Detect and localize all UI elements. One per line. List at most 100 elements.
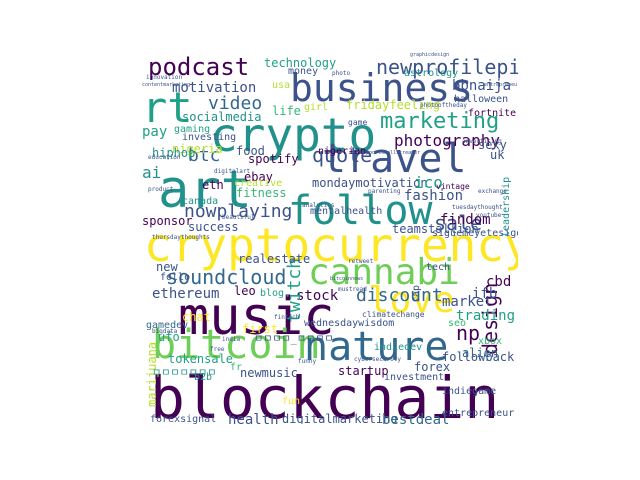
word-nature: nature bbox=[304, 324, 449, 370]
word-teamstallion: teamstallion bbox=[392, 222, 479, 236]
word-spotify: spotify bbox=[248, 152, 299, 166]
word-leadership: leadership bbox=[501, 176, 512, 237]
word-digitalart: digitalart bbox=[214, 168, 251, 175]
word-cannabis: cannabi bbox=[308, 252, 460, 293]
word-newmusic: newmusic bbox=[240, 366, 298, 380]
word-india: india bbox=[222, 336, 241, 343]
word-np: np bbox=[456, 321, 481, 345]
word-newprofilepic: newprofilepic bbox=[376, 55, 518, 79]
word-cbd: cbd bbox=[486, 274, 512, 290]
word-entrepreneurship: entrepreneurship bbox=[484, 82, 518, 88]
word-health: health bbox=[228, 412, 279, 424]
word-blog: blog bbox=[260, 288, 285, 299]
word-mentalhealth: mentalhealth bbox=[310, 206, 383, 217]
word-pay: pay bbox=[142, 124, 168, 140]
word-usa: usa bbox=[272, 80, 291, 91]
word-gaming: gaming bbox=[174, 124, 211, 135]
word-advertising: advertising bbox=[462, 138, 502, 145]
word-leo: leo bbox=[234, 284, 256, 298]
word-photo: photo bbox=[332, 70, 351, 77]
word-love: love bbox=[368, 280, 455, 321]
word-canada: canada bbox=[182, 196, 219, 207]
word-fortnite: fortnite bbox=[468, 108, 517, 119]
word-thursdaythoughts: thursdaythoughts bbox=[152, 234, 210, 241]
word-forex: forex bbox=[414, 360, 451, 374]
word-entrepreneur: entrepreneur bbox=[442, 408, 515, 419]
word-ethereum: ethereum bbox=[152, 286, 220, 302]
word-investment: investment bbox=[384, 372, 445, 383]
word-blockchain: blockchain bbox=[150, 364, 500, 424]
word-bitcoin: bitcoin bbox=[152, 322, 321, 368]
word-girl: girl bbox=[304, 102, 329, 113]
word-follo: follo bbox=[160, 272, 191, 283]
word-fintech: fintech bbox=[274, 314, 300, 321]
word-astrology: astrology bbox=[404, 68, 459, 79]
word-fun: fun bbox=[282, 396, 301, 407]
word-cybersecurity: cybersecurity bbox=[354, 356, 401, 363]
word-xbox: xbox bbox=[478, 336, 503, 347]
word-mondaymotivation: mondaymotivation bbox=[312, 176, 428, 190]
word-indiegame: indiegame bbox=[442, 386, 497, 397]
word-mustread: mustread bbox=[338, 286, 367, 293]
word-ufo: ufo bbox=[158, 330, 180, 344]
word-bigdata: bigdata bbox=[152, 328, 178, 335]
word-chat: chat bbox=[182, 310, 211, 324]
word-realestate: realestate bbox=[238, 252, 311, 266]
word-youtube: youtube bbox=[476, 212, 502, 219]
word-discount: discount bbox=[356, 285, 443, 306]
word-money: money bbox=[288, 66, 319, 77]
word-investing: investing bbox=[182, 132, 237, 143]
word-market: market bbox=[442, 294, 493, 310]
word-startup: startup bbox=[338, 364, 389, 378]
word-b2b: b2b bbox=[194, 372, 213, 383]
word-life: life bbox=[272, 104, 301, 118]
word-cloud: blockchain cryptocurrency music crypto art fo… bbox=[142, 47, 518, 424]
word-fridayfeeling: fridayfeeling bbox=[346, 98, 440, 112]
word-success: success bbox=[188, 220, 239, 234]
word-sponsor: sponsor bbox=[142, 214, 193, 228]
word-follow: follow bbox=[288, 188, 433, 234]
word-nigerian: nigerian bbox=[318, 146, 367, 157]
word-followback: followback bbox=[442, 350, 515, 364]
word-tokensale: tokensale bbox=[168, 352, 234, 366]
word-music: music bbox=[178, 287, 335, 347]
word-ebay: ebay bbox=[244, 170, 273, 184]
word-bbnaija: bbnaija bbox=[452, 78, 512, 94]
word-creative: creative bbox=[234, 178, 283, 189]
word-crypto: crypto bbox=[210, 108, 377, 162]
word-stock: stock bbox=[296, 288, 339, 304]
word-indiedev: indiedev bbox=[374, 342, 423, 353]
word-rt: rt bbox=[142, 83, 193, 132]
word-innovation: innovation bbox=[146, 74, 183, 81]
word-climatechange: climatechange bbox=[362, 310, 425, 319]
word-retweet: retweet bbox=[348, 258, 374, 265]
word-supportsmallstreamer: supportsmallstreamer bbox=[360, 150, 421, 156]
word-nowplaying: nowplaying bbox=[184, 201, 293, 222]
word-parenting: parenting bbox=[368, 188, 401, 195]
word-art: art bbox=[158, 160, 252, 220]
word-findom: findom bbox=[440, 212, 491, 228]
word-travel: travel bbox=[322, 136, 467, 182]
word-product: product bbox=[148, 186, 174, 193]
word-podcast: podcast bbox=[148, 53, 250, 81]
word-sale: sale bbox=[434, 211, 483, 235]
word-ai: ai bbox=[142, 163, 162, 182]
word-new: new bbox=[156, 260, 178, 274]
word-soundcloud: soundcloud bbox=[166, 265, 287, 289]
word-bitcoinnews: bitcoinnews bbox=[330, 276, 364, 282]
word-nigeria: nigeria bbox=[172, 142, 223, 156]
word-education: education bbox=[148, 154, 181, 161]
word-ifb: ifb bbox=[472, 286, 498, 302]
word-rap: rap bbox=[411, 284, 422, 303]
word-eth: eth bbox=[202, 178, 224, 192]
word-beautiful: beautiful bbox=[222, 214, 255, 221]
word-halloween: halloween bbox=[454, 94, 509, 105]
word-tuesdaythought: tuesdaythought bbox=[452, 204, 503, 211]
word-hiphop: hiphop bbox=[152, 146, 196, 160]
word-siguemeyetesigo: siguemeyetesigo bbox=[432, 228, 518, 239]
word-food: food bbox=[236, 144, 265, 158]
word-business: business bbox=[290, 66, 474, 110]
word-sexy: sexy bbox=[478, 138, 507, 152]
word-analytics: analytics bbox=[302, 202, 335, 209]
word-fr: fr bbox=[230, 362, 243, 373]
